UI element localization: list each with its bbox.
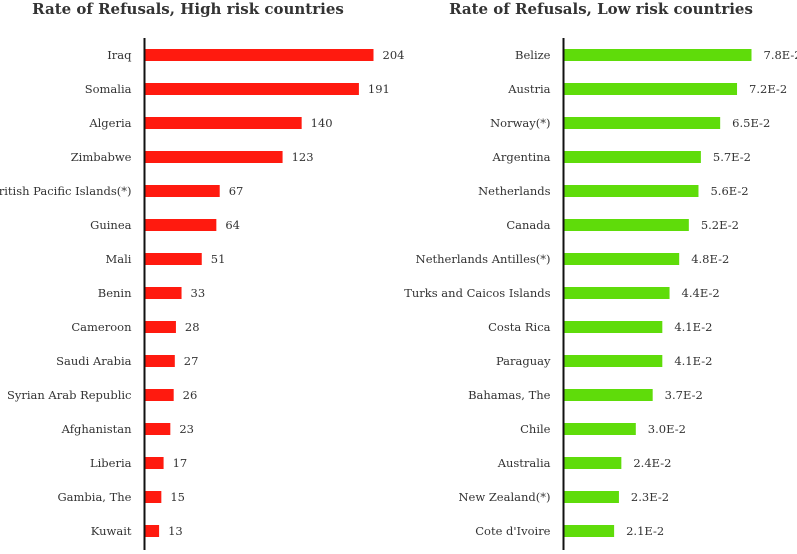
low-risk-bar	[564, 253, 680, 265]
low-risk-category-label: Netherlands Antilles(*)	[416, 252, 551, 266]
low-risk-bar	[564, 389, 653, 401]
high-risk-value-label: 123	[292, 150, 314, 164]
low-risk-value-label: 5.2E-2	[701, 218, 739, 232]
low-risk-bar	[564, 219, 689, 231]
high-risk-value-label: 15	[170, 490, 185, 504]
high-risk-value-label: 51	[211, 252, 226, 266]
low-risk-value-label: 3.0E-2	[648, 422, 686, 436]
high-risk-bar	[145, 185, 220, 197]
low-risk-value-label: 6.5E-2	[732, 116, 770, 130]
high-risk-bar	[145, 83, 359, 95]
low-risk-category-label: Chile	[520, 422, 551, 436]
high-risk-category-label: Cameroon	[71, 320, 132, 334]
low-risk-bar	[564, 491, 619, 503]
high-risk-value-label: 13	[168, 524, 183, 538]
high-risk-bar	[145, 49, 374, 61]
high-risk-category-label: Saudi Arabia	[56, 354, 132, 368]
high-risk-bar	[145, 219, 217, 231]
high-risk-bar	[145, 253, 202, 265]
low-risk-value-label: 4.1E-2	[674, 354, 712, 368]
high-risk-category-label: Liberia	[90, 456, 132, 470]
low-risk-category-label: Netherlands	[478, 184, 551, 198]
low-risk-category-label: Belize	[515, 48, 551, 62]
low-risk-bar	[564, 423, 636, 435]
low-risk-category-label: Paraguay	[496, 354, 551, 368]
low-risk-category-label: New Zealand(*)	[458, 490, 550, 504]
low-risk-value-label: 4.4E-2	[682, 286, 720, 300]
high-risk-category-label: Gambia, The	[57, 490, 131, 504]
high-risk-category-label: Benin	[98, 286, 132, 300]
low-risk-bar	[564, 49, 752, 61]
low-risk-bar	[564, 117, 721, 129]
low-risk-bar	[564, 151, 701, 163]
high-risk-value-label: 204	[383, 48, 405, 62]
low-risk-bar	[564, 321, 663, 333]
chart-title-high-risk: Rate of Refusals, High risk countries	[32, 0, 344, 18]
high-risk-category-label: Afghanistan	[61, 422, 132, 436]
high-risk-category-label: British Pacific Islands(*)	[0, 184, 132, 198]
low-risk-category-label: Austria	[507, 82, 550, 96]
high-risk-bar	[145, 423, 171, 435]
low-risk-value-label: 5.6E-2	[710, 184, 748, 198]
high-risk-value-label: 67	[229, 184, 244, 198]
high-risk-bar	[145, 151, 283, 163]
high-risk-value-label: 23	[179, 422, 194, 436]
chart-title-low-risk: Rate of Refusals, Low risk countries	[449, 0, 753, 18]
low-risk-category-label: Norway(*)	[490, 116, 550, 130]
low-risk-value-label: 7.2E-2	[749, 82, 787, 96]
low-risk-value-label: 2.3E-2	[631, 490, 669, 504]
low-risk-value-label: 5.7E-2	[713, 150, 751, 164]
low-risk-category-label: Turks and Caicos Islands	[404, 286, 550, 300]
low-risk-category-label: Costa Rica	[488, 320, 551, 334]
high-risk-bar	[145, 321, 176, 333]
high-risk-category-label: Syrian Arab Republic	[7, 388, 132, 402]
high-risk-category-label: Mali	[106, 252, 132, 266]
low-risk-bar	[564, 287, 670, 299]
low-risk-panel: Belize 7.8E-2 Austria 7.2E-2 Norway(*) 6.5E-2…	[404, 38, 797, 550]
low-risk-category-label: Cote d'Ivoire	[475, 524, 550, 538]
high-risk-value-label: 140	[311, 116, 333, 130]
high-risk-category-label: Kuwait	[91, 524, 132, 538]
low-risk-value-label: 2.1E-2	[626, 524, 664, 538]
high-risk-value-label: 33	[191, 286, 206, 300]
high-risk-value-label: 28	[185, 320, 200, 334]
high-risk-category-label: Somalia	[85, 82, 132, 96]
low-risk-bar	[564, 185, 699, 197]
high-risk-category-label: Zimbabwe	[71, 150, 132, 164]
high-risk-category-label: Guinea	[90, 218, 131, 232]
low-risk-category-label: Bahamas, The	[468, 388, 551, 402]
low-risk-bar	[564, 355, 663, 367]
low-risk-value-label: 7.8E-2	[764, 48, 797, 62]
high-risk-bar	[145, 117, 302, 129]
low-risk-category-label: Canada	[506, 218, 550, 232]
high-risk-value-label: 26	[183, 388, 198, 402]
high-risk-value-label: 64	[225, 218, 240, 232]
high-risk-bar	[145, 355, 175, 367]
low-risk-bar	[564, 457, 622, 469]
high-risk-value-label: 17	[173, 456, 188, 470]
high-risk-category-label: Iraq	[107, 48, 132, 62]
high-risk-bar	[145, 525, 160, 537]
low-risk-category-label: Argentina	[492, 150, 551, 164]
high-risk-bar	[145, 491, 162, 503]
low-risk-value-label: 2.4E-2	[633, 456, 671, 470]
low-risk-value-label: 4.8E-2	[691, 252, 729, 266]
low-risk-bar	[564, 525, 615, 537]
high-risk-value-label: 191	[368, 82, 390, 96]
low-risk-value-label: 3.7E-2	[665, 388, 703, 402]
low-risk-bar	[564, 83, 738, 95]
low-risk-value-label: 4.1E-2	[674, 320, 712, 334]
high-risk-bar	[145, 389, 174, 401]
high-risk-category-label: Algeria	[88, 116, 131, 130]
low-risk-category-label: Australia	[497, 456, 551, 470]
high-risk-value-label: 27	[184, 354, 199, 368]
high-risk-panel: Iraq 204 Somalia 191 Algeria 140 Zimbabwe 123 Br…	[0, 38, 404, 550]
high-risk-bar	[145, 457, 164, 469]
high-risk-bar	[145, 287, 182, 299]
